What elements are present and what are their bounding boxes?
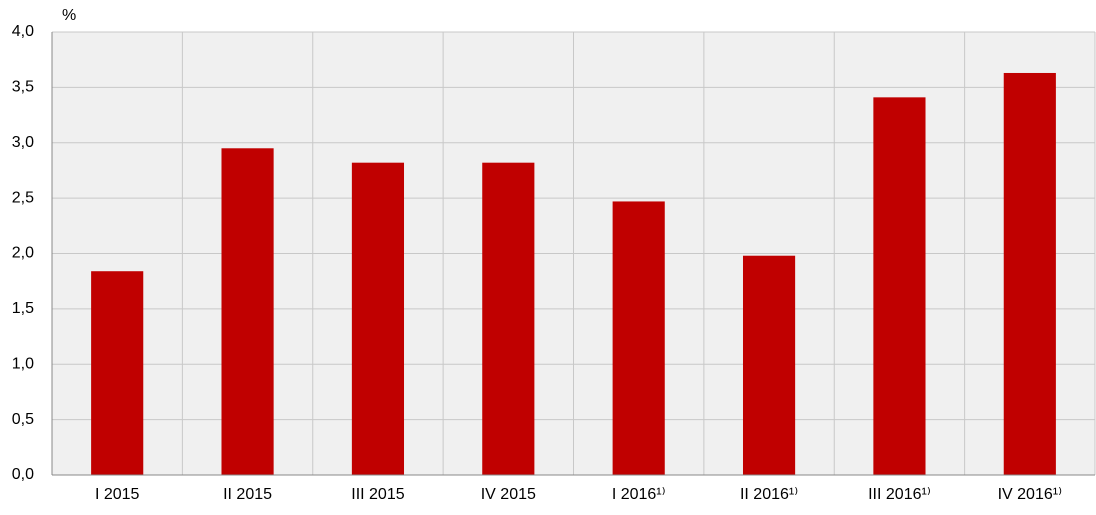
x-tick-label: II 2016¹⁾: [740, 486, 798, 503]
y-tick-label: 4,0: [12, 23, 34, 40]
y-tick-label: 2,5: [12, 189, 34, 206]
bar: [221, 148, 274, 475]
x-tick-label: IV 2016¹⁾: [998, 486, 1062, 503]
bar: [1003, 72, 1056, 475]
y-tick-label: 0,0: [12, 466, 34, 483]
y-tick-label: 1,0: [12, 355, 34, 372]
x-tick-label: III 2016¹⁾: [868, 486, 931, 503]
x-tick-label: III 2015: [351, 486, 404, 503]
y-tick-label: 3,0: [12, 134, 34, 151]
y-tick-label: 1,5: [12, 300, 34, 317]
x-tick-label: I 2016¹⁾: [612, 486, 666, 503]
bar: [482, 162, 535, 475]
bar: [873, 97, 926, 475]
bar: [351, 162, 405, 475]
x-tick-label: II 2015: [223, 486, 272, 503]
x-tick-label: IV 2015: [481, 486, 536, 503]
bar: [612, 201, 665, 475]
y-unit: %: [62, 7, 76, 24]
x-tick-label: I 2015: [95, 486, 140, 503]
y-tick-label: 2,0: [12, 245, 34, 262]
bar: [91, 271, 144, 475]
bar: [742, 255, 796, 475]
y-tick-label: 3,5: [12, 79, 34, 96]
y-tick-label: 0,5: [12, 411, 34, 428]
